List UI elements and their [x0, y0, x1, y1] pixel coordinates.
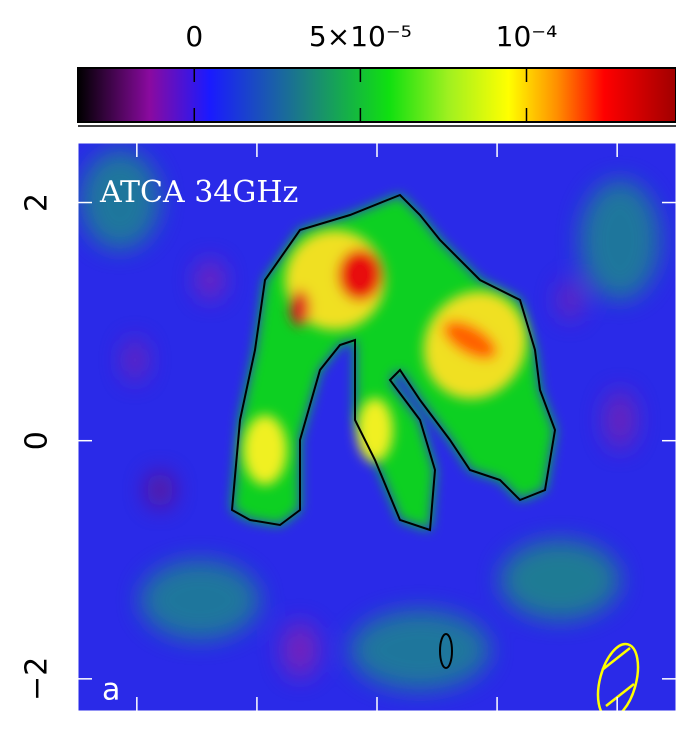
colorbar-tick-label: 5×10⁻⁵: [309, 20, 412, 53]
colorbar-tick-label: 10⁻⁴: [496, 20, 558, 53]
annotation: a: [102, 673, 120, 708]
y-tick-label: −2: [20, 657, 55, 701]
beam: [596, 642, 640, 711]
map: [78, 143, 676, 711]
annotation: ATCA 34GHz: [99, 175, 298, 210]
colorbar-tick-label: 0: [185, 20, 203, 53]
y-tick-label: 2: [20, 193, 55, 212]
colorbar: [77, 67, 676, 123]
y-tick-label: 0: [20, 431, 55, 450]
